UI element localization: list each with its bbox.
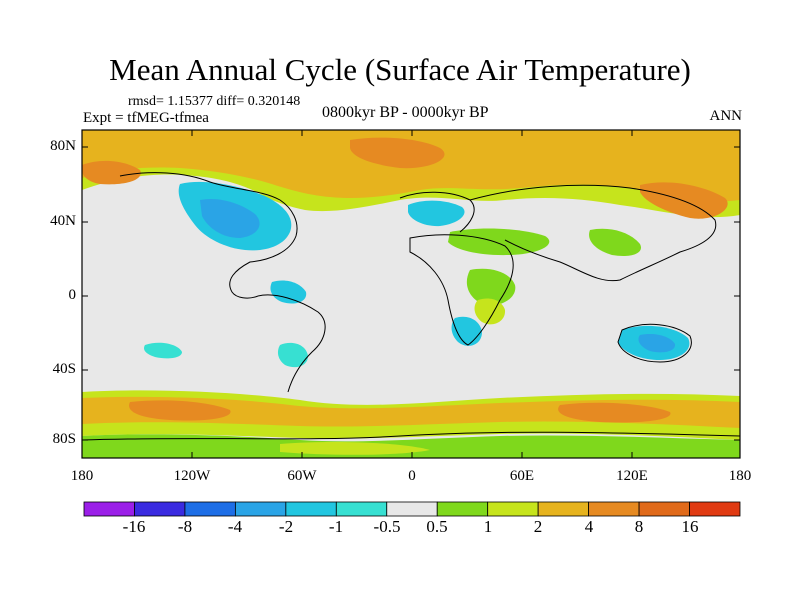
colorbar-swatch (234, 501, 287, 517)
colorbar-swatch (386, 501, 438, 517)
colorbar (83, 501, 741, 517)
lon-label: 180 (70, 468, 94, 484)
stats-text: rmsd= 1.15377 diff= 0.320148 (128, 94, 301, 109)
colorbar-label: 0.5 (426, 517, 448, 536)
colorbar-label: 1 (483, 517, 493, 536)
colorbar-label: -0.5 (373, 517, 401, 536)
colorbar-label: -2 (278, 517, 294, 536)
lat-label: 40S (52, 361, 76, 377)
lat-label: 0 (68, 287, 77, 303)
map-title: Mean Annual Cycle (Surface Air Temperatu… (109, 52, 691, 87)
anomaly-field (82, 130, 740, 458)
colorbar-label: -4 (227, 517, 243, 536)
colorbar-label: 16 (681, 517, 699, 536)
lon-label: 60E (509, 468, 535, 484)
colorbar-swatch (537, 501, 590, 517)
lon-label: 60W (287, 468, 317, 484)
colorbar-swatch (689, 501, 741, 517)
colorbar-swatch (436, 501, 489, 517)
colorbar-swatch (487, 501, 539, 517)
colorbar-label: 4 (584, 517, 594, 536)
lat-label: 80S (52, 431, 76, 447)
coastlines (82, 172, 740, 441)
colorbar-swatch (588, 501, 640, 517)
period-label: 0800kyr BP - 0000kyr BP (322, 104, 489, 121)
colorbar-label: 2 (533, 517, 543, 536)
colorbar-label: 8 (634, 517, 644, 536)
lat-label: 80N (50, 138, 76, 154)
colorbar-swatch (335, 501, 388, 517)
colorbar-label: -8 (177, 517, 193, 536)
colorbar-label: -16 (122, 517, 146, 536)
colorbar-swatch (184, 501, 236, 517)
experiment-label: Expt = tfMEG-tfmea (83, 110, 209, 126)
colorbar-swatch (83, 501, 135, 517)
colorbar-swatch (134, 501, 186, 517)
lon-label: 180 (728, 468, 752, 484)
lon-ticks (191, 130, 633, 458)
colorbar-swatch (638, 501, 690, 517)
colorbar-swatch (285, 501, 337, 517)
lon-label: 120W (173, 468, 211, 484)
lat-label: 40N (50, 213, 76, 229)
map-frame (81, 129, 741, 459)
colorbar-label: -1 (328, 517, 344, 536)
season-label: ANN (709, 108, 743, 124)
lon-label: 0 (408, 468, 416, 484)
lat-ticks (82, 146, 740, 441)
lon-label: 120E (616, 468, 648, 484)
